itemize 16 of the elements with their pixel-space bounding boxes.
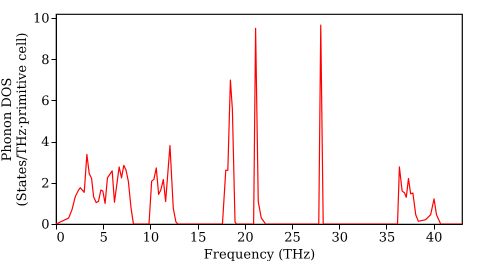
x-tick-label: 35 (378, 230, 396, 246)
y-axis-title: Phonon DOS (States/THz·primitive cell) (0, 32, 30, 207)
x-tick-label: 5 (100, 230, 108, 246)
x-tick-label: 15 (190, 230, 206, 246)
y-tick-label: 6 (41, 94, 50, 109)
y-tick-label: 10 (32, 12, 50, 27)
x-tick-label: 0 (56, 230, 65, 246)
x-tick-label: 40 (426, 230, 442, 246)
x-tick-label: 25 (284, 230, 301, 246)
x-tick-label: 30 (331, 230, 348, 246)
x-tick-label: 20 (237, 230, 254, 246)
x-tick-label: 10 (142, 230, 160, 246)
y-tick-label: 2 (41, 176, 50, 192)
y-tick-label: 4 (41, 135, 50, 150)
y-tick-label: 0 (41, 218, 50, 232)
y-tick-label: 8 (41, 52, 50, 68)
